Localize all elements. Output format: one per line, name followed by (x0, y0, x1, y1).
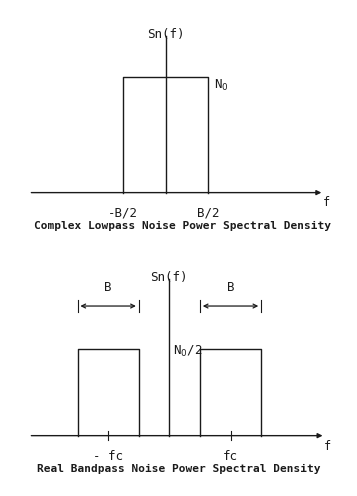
Text: Sn(f): Sn(f) (151, 271, 188, 284)
Text: -B/2: -B/2 (108, 206, 138, 220)
Text: Sn(f): Sn(f) (147, 28, 185, 41)
Text: B: B (104, 281, 112, 295)
Text: fc: fc (223, 449, 238, 463)
Text: N$_0$: N$_0$ (215, 77, 229, 93)
Text: Complex Lowpass Noise Power Spectral Density: Complex Lowpass Noise Power Spectral Den… (34, 221, 331, 231)
Text: B/2: B/2 (197, 206, 220, 220)
Text: N$_0$/2: N$_0$/2 (173, 344, 202, 359)
Text: Real Bandpass Noise Power Spectral Density: Real Bandpass Noise Power Spectral Densi… (37, 464, 320, 474)
Text: B: B (227, 281, 234, 295)
Text: - fc: - fc (93, 449, 123, 463)
Text: f: f (323, 196, 330, 209)
Text: f: f (324, 440, 331, 453)
